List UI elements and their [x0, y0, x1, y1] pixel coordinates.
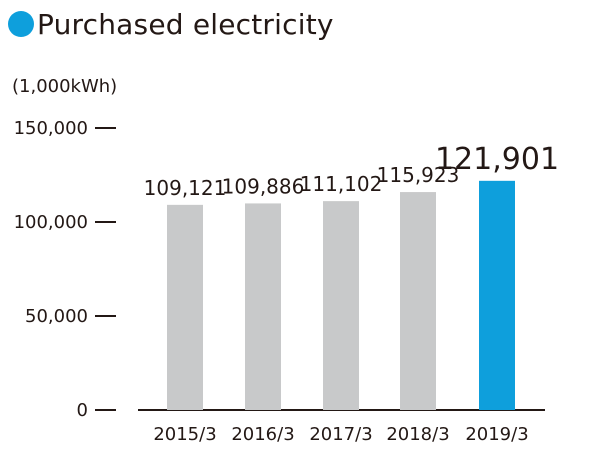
x-tick-label: 2017/3: [309, 424, 372, 445]
y-tick-label: 50,000: [25, 306, 88, 327]
chart-title-row: Purchased electricity: [8, 4, 334, 44]
y-tick-label: 0: [77, 400, 88, 421]
bar: [245, 203, 281, 410]
x-tick-label: 2016/3: [231, 424, 294, 445]
bar: [323, 201, 359, 410]
data-label: 121,901: [435, 142, 559, 177]
data-label: 115,923: [377, 163, 460, 187]
y-tick-label: 100,000: [14, 212, 88, 233]
bar: [400, 192, 436, 410]
chart-title: Purchased electricity: [37, 7, 334, 41]
x-tick-label: 2019/3: [465, 424, 528, 445]
unit-label: (1,000kWh): [12, 76, 118, 97]
data-label: 109,121: [144, 176, 227, 200]
bullet-dot-icon: [8, 11, 34, 37]
x-tick-label: 2015/3: [153, 424, 216, 445]
data-label: 109,886: [222, 174, 305, 198]
data-label: 111,102: [300, 172, 383, 196]
bar-highlight: [479, 180, 515, 410]
x-tick-label: 2018/3: [386, 424, 449, 445]
y-tick-label: 150,000: [14, 118, 88, 139]
bar: [167, 204, 203, 410]
